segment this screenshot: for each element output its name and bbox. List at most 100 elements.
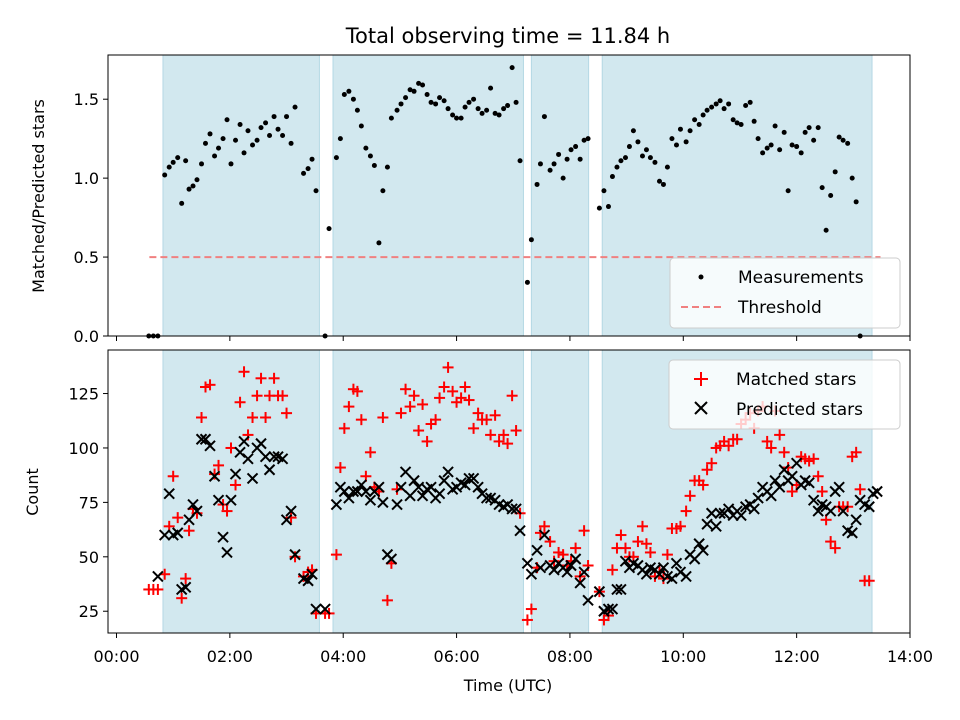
measurement-point	[537, 161, 543, 167]
x-stroke	[238, 435, 250, 448]
predicted-star-point	[191, 505, 203, 517]
measurement-point	[288, 140, 294, 146]
measurement-point	[433, 101, 439, 107]
measurement-point	[162, 172, 168, 178]
x-stroke	[255, 437, 267, 450]
x-stroke	[272, 450, 284, 463]
measurement-point	[717, 98, 723, 104]
measurement-point	[709, 104, 715, 110]
predicted-star-point	[735, 509, 747, 522]
x-stroke	[606, 603, 619, 615]
measurement-point	[466, 99, 472, 105]
matched-star-point	[485, 429, 497, 441]
bottom-axes-frame	[107, 349, 911, 634]
x-stroke	[234, 446, 246, 459]
predicted-star-point	[338, 485, 351, 498]
predicted-star-point	[837, 505, 849, 517]
x-stroke	[472, 481, 484, 493]
measurement-point	[175, 155, 181, 161]
x-stroke	[319, 603, 331, 615]
x-stroke	[351, 485, 364, 498]
x-stroke	[644, 561, 657, 574]
predicted-star-point	[846, 527, 858, 539]
bottom-legend: Matched stars Predicted stars	[668, 359, 901, 430]
measurement-point	[501, 106, 507, 112]
measurement-point	[371, 163, 377, 169]
y-tick-label: 1.0	[74, 169, 99, 188]
measurement-point	[271, 114, 277, 120]
observing-window-top	[162, 54, 320, 337]
measurement-point	[388, 115, 394, 121]
x-stroke	[510, 503, 522, 515]
measurement-point	[585, 136, 591, 142]
x-stroke	[204, 440, 216, 452]
x-stroke	[455, 477, 467, 489]
measurement-point	[751, 118, 757, 124]
x-stroke	[442, 466, 454, 478]
measurement-point	[573, 144, 579, 150]
x-stroke	[538, 529, 551, 541]
predicted-star-point	[459, 479, 471, 491]
x-stroke	[735, 509, 747, 522]
measurement-point	[458, 115, 464, 121]
x-stroke	[697, 544, 709, 556]
measurement-point	[596, 205, 602, 211]
measurement-point	[280, 133, 286, 139]
predicted-star-point	[343, 492, 355, 504]
measurement-point	[743, 103, 749, 109]
x-stroke	[752, 492, 764, 504]
predicted-star-point	[561, 566, 573, 578]
x-stroke	[330, 498, 343, 511]
measurement-point	[445, 106, 451, 112]
measurement-point	[475, 106, 481, 112]
measurement-point	[836, 134, 842, 140]
measurement-point	[202, 140, 208, 146]
predicted-star-point	[268, 450, 280, 463]
chart-title: Total observing time = 11.84 h	[345, 24, 670, 48]
measurement-points	[146, 65, 863, 339]
predicted-star-point	[416, 490, 429, 502]
predicted-star-point	[179, 581, 192, 593]
matched-star-point	[364, 446, 376, 458]
matched-star-point	[180, 573, 192, 585]
measurement-point	[258, 125, 264, 131]
matched-star-point	[183, 525, 195, 537]
predicted-star-point	[330, 498, 343, 511]
measurement-point	[462, 104, 468, 110]
predicted-star-point	[172, 527, 184, 539]
matched-star-point	[498, 429, 510, 441]
matched-star-point	[489, 409, 501, 421]
measurement-point	[358, 123, 364, 129]
predicted-star-point	[433, 487, 446, 500]
predicted-star-point	[404, 490, 416, 502]
predicted-star-point	[163, 487, 175, 500]
x-stroke	[259, 450, 272, 463]
measurement-point	[292, 104, 298, 110]
measurement-point	[647, 155, 653, 161]
predicted-star-point	[238, 435, 250, 448]
matched-star-point	[615, 529, 627, 541]
matched-star-point	[277, 390, 289, 402]
measurement-point	[190, 183, 196, 189]
x-stroke	[841, 524, 854, 537]
legend-measurements-marker	[698, 274, 704, 280]
measurement-point	[228, 161, 234, 167]
predicted-star-point	[803, 477, 815, 489]
measurement-point	[652, 159, 658, 165]
predicted-star-point	[463, 472, 475, 485]
matched-star-point	[400, 383, 412, 395]
matched-star-point	[468, 422, 480, 434]
measurement-point	[186, 186, 192, 192]
x-stroke	[582, 594, 594, 607]
x-stroke	[416, 490, 429, 502]
measurement-point	[849, 175, 855, 181]
x-stroke	[521, 557, 534, 570]
x-stroke	[816, 498, 828, 511]
measurement-point	[734, 120, 740, 126]
measurement-point	[789, 142, 795, 148]
predicted-star-point	[514, 524, 526, 537]
y-tick-label: 75	[79, 493, 99, 512]
x-stroke	[525, 568, 538, 580]
